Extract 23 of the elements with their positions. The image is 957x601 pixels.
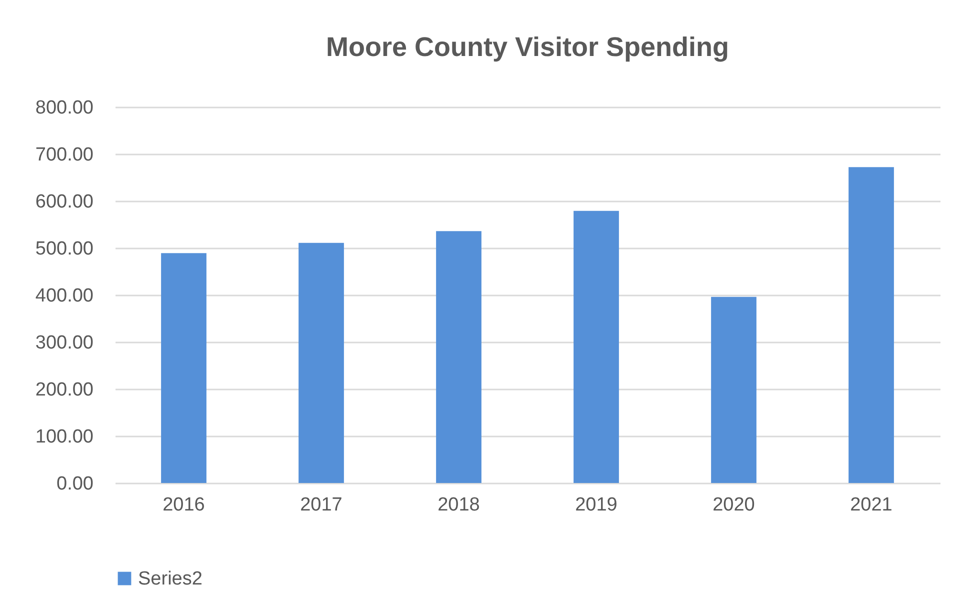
x-tick-label: 2020: [712, 494, 755, 516]
x-tick-label: 2021: [850, 494, 892, 516]
y-tick-label: 700.00: [35, 144, 94, 166]
y-tick-label: 100.00: [35, 426, 94, 448]
y-tick-label: 0.00: [56, 474, 94, 494]
chart-title: Moore County Visitor Spending: [326, 32, 730, 62]
bar: [848, 167, 894, 483]
x-tick-label: 2019: [575, 494, 618, 516]
x-tick-label: 2018: [438, 494, 480, 516]
bar: [298, 242, 344, 483]
legend-label: Series2: [138, 568, 202, 590]
y-tick-label: 800.00: [35, 98, 94, 118]
y-tick-label: 300.00: [35, 332, 94, 354]
y-tick-label: 600.00: [35, 192, 94, 212]
x-tick-label: 2017: [300, 494, 342, 516]
bar: [436, 231, 482, 483]
y-tick-label: 400.00: [35, 286, 94, 306]
bar: [574, 210, 619, 483]
bar: [161, 253, 206, 483]
bar: [711, 296, 756, 483]
y-tick-label: 500.00: [35, 238, 94, 260]
x-tick-label: 2016: [162, 494, 205, 516]
y-tick-label: 200.00: [35, 380, 94, 400]
